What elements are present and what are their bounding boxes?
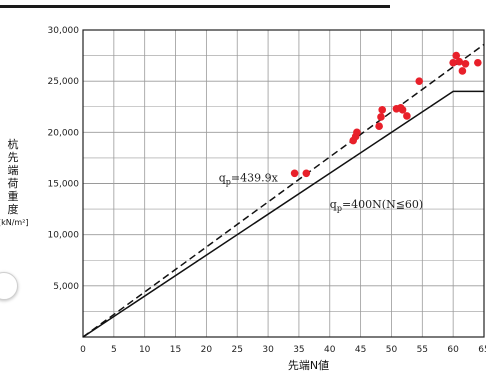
x-tick-label: 25: [232, 345, 243, 355]
data-point: [302, 169, 311, 178]
x-tick-label: 20: [201, 345, 213, 355]
line-annotation: qp=439.9x: [219, 171, 279, 186]
x-tick-label: 5: [111, 345, 117, 355]
data-point: [377, 113, 385, 121]
y-tick-label: 25,000: [48, 77, 80, 87]
x-tick-label: 10: [139, 345, 151, 355]
x-tick-label: 15: [170, 345, 181, 355]
y-tick-label: 20,000: [48, 128, 80, 138]
reference-lines: [82, 43, 485, 338]
y-tick-label: 30,000: [48, 26, 80, 36]
x-tick-labels: 0 5 10 15 20 25 30 35 40 45 50 55 60 65: [80, 345, 486, 355]
plot-frame: [82, 29, 485, 338]
x-tick-label: 35: [293, 345, 304, 355]
data-point: [375, 122, 383, 130]
data-points: [290, 51, 482, 178]
x-tick-label: 60: [447, 345, 459, 355]
data-point: [461, 59, 470, 68]
data-point: [398, 106, 407, 114]
regression-line-dashed: [82, 43, 485, 338]
data-point: [378, 106, 387, 114]
data-point: [403, 112, 411, 120]
grid-lines: [82, 29, 485, 338]
data-point: [458, 67, 467, 75]
data-point: [452, 51, 461, 60]
y-tick-label: 15,000: [48, 180, 80, 190]
y-axis-unit: [kN/m²]: [0, 218, 29, 227]
data-point: [455, 57, 464, 66]
y-tick-label: 5,000: [53, 282, 79, 292]
x-tick-label: 40: [324, 345, 336, 355]
y-axis-title-text: 杭先端荷重度: [7, 138, 19, 216]
x-tick-label: 65: [478, 345, 486, 355]
x-tick-label: 30: [262, 345, 274, 355]
design-line-solid: [82, 90, 484, 338]
x-axis-title: 先端N値: [288, 359, 329, 372]
data-point: [290, 169, 299, 178]
line-annotation: qp=400N(N≦60): [330, 198, 423, 213]
y-axis-title: 杭先端荷重度 [kN/m²]: [0, 138, 29, 228]
y-tick-labels: 5,000 10,000 15,000 20,000 25,000 30,000: [48, 26, 80, 292]
data-point: [449, 58, 457, 67]
x-tick-label: 0: [80, 345, 86, 355]
data-point: [474, 58, 482, 67]
x-tick-label: 50: [386, 345, 398, 355]
data-point: [353, 128, 361, 137]
data-point: [415, 77, 424, 85]
x-tick-label: 45: [355, 345, 366, 355]
cropped-caption-strip: [0, 0, 486, 10]
annotations: qp=439.9x qp=400N(N≦60): [219, 171, 423, 213]
y-tick-label: 10,000: [48, 231, 80, 241]
x-tick-label: 55: [417, 345, 428, 355]
